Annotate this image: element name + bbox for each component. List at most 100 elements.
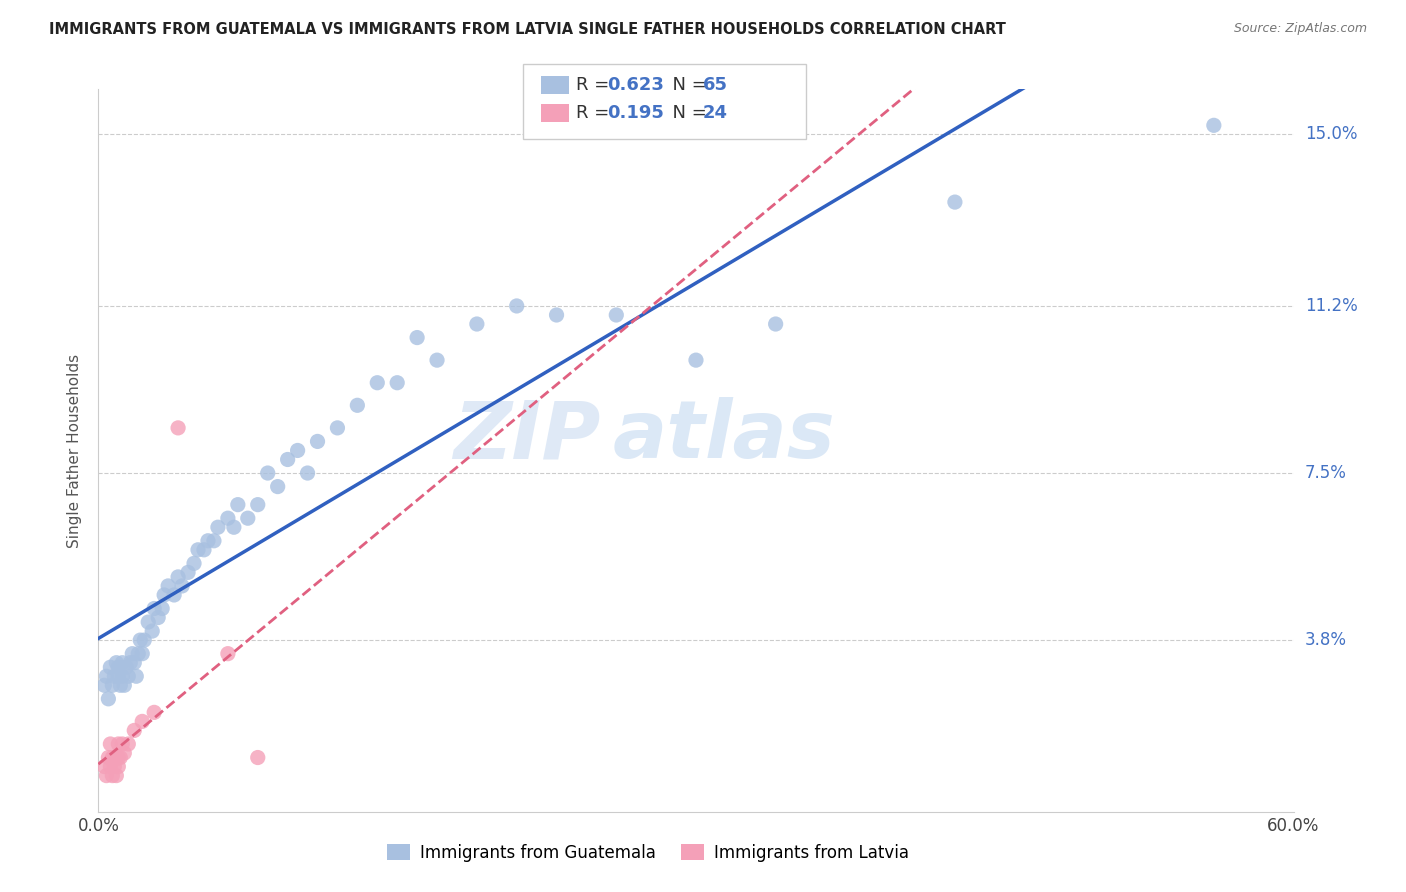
Point: [222, 520, 245, 534]
Point: [943, 195, 966, 210]
Point: [112, 746, 135, 760]
Point: [107, 759, 129, 773]
Point: [685, 353, 707, 368]
Point: [153, 588, 176, 602]
Point: [246, 498, 269, 512]
Text: R =: R =: [576, 76, 616, 94]
Point: [97, 691, 120, 706]
Point: [167, 421, 190, 435]
Point: [98, 660, 122, 674]
Point: [127, 647, 149, 661]
Text: 15.0%: 15.0%: [1305, 126, 1357, 144]
Point: [107, 737, 129, 751]
Point: [111, 737, 134, 751]
Point: [150, 601, 173, 615]
Point: [506, 299, 529, 313]
Point: [107, 660, 129, 674]
Point: [141, 624, 163, 639]
Point: [103, 669, 125, 683]
Text: 7.5%: 7.5%: [1305, 464, 1347, 482]
Point: [136, 615, 159, 629]
Point: [287, 443, 309, 458]
Point: [148, 610, 170, 624]
Point: [97, 750, 120, 764]
Text: 24: 24: [703, 104, 728, 122]
Point: [129, 633, 152, 648]
Point: [202, 533, 225, 548]
Point: [326, 421, 349, 435]
Point: [187, 542, 209, 557]
Text: N =: N =: [661, 76, 713, 94]
Point: [183, 557, 205, 571]
Point: [297, 466, 319, 480]
Point: [366, 376, 388, 390]
Point: [246, 750, 269, 764]
Point: [96, 769, 118, 783]
Point: [143, 706, 166, 720]
Point: [177, 566, 200, 580]
Point: [103, 750, 125, 764]
Text: Source: ZipAtlas.com: Source: ZipAtlas.com: [1233, 22, 1367, 36]
Point: [131, 714, 153, 729]
Point: [197, 533, 219, 548]
Point: [124, 723, 146, 738]
Point: [107, 669, 129, 683]
Text: N =: N =: [661, 104, 713, 122]
Text: 65: 65: [703, 76, 728, 94]
Point: [267, 480, 290, 494]
Point: [112, 678, 135, 692]
Point: [426, 353, 449, 368]
Point: [125, 669, 148, 683]
Text: ZIP: ZIP: [453, 397, 600, 475]
Point: [101, 678, 124, 692]
Point: [167, 570, 190, 584]
Point: [172, 579, 194, 593]
Point: [236, 511, 259, 525]
Point: [105, 750, 128, 764]
Text: atlas: atlas: [613, 397, 835, 475]
Point: [385, 376, 409, 390]
Point: [163, 588, 186, 602]
Point: [256, 466, 278, 480]
Point: [765, 317, 787, 331]
Point: [406, 330, 429, 344]
Text: 0.623: 0.623: [607, 76, 664, 94]
Point: [217, 647, 239, 661]
Point: [110, 678, 132, 692]
Point: [107, 750, 129, 764]
Point: [546, 308, 568, 322]
Point: [157, 579, 180, 593]
Point: [605, 308, 627, 322]
Point: [98, 759, 122, 773]
Point: [101, 769, 124, 783]
Point: [134, 633, 156, 648]
Text: 3.8%: 3.8%: [1305, 632, 1347, 649]
Point: [98, 737, 122, 751]
Point: [93, 759, 115, 773]
Point: [93, 678, 115, 692]
Text: 0.195: 0.195: [607, 104, 664, 122]
Y-axis label: Single Father Households: Single Father Households: [67, 353, 83, 548]
Point: [193, 542, 215, 557]
Point: [111, 669, 134, 683]
Point: [111, 656, 134, 670]
Point: [105, 656, 128, 670]
Point: [217, 511, 239, 525]
Point: [96, 669, 118, 683]
Point: [1202, 118, 1225, 132]
Point: [101, 750, 124, 764]
Point: [226, 498, 249, 512]
Point: [103, 759, 125, 773]
Text: R =: R =: [576, 104, 616, 122]
Point: [110, 750, 132, 764]
Text: 11.2%: 11.2%: [1305, 297, 1357, 315]
Point: [117, 669, 139, 683]
Text: IMMIGRANTS FROM GUATEMALA VS IMMIGRANTS FROM LATVIA SINGLE FATHER HOUSEHOLDS COR: IMMIGRANTS FROM GUATEMALA VS IMMIGRANTS …: [49, 22, 1007, 37]
Point: [465, 317, 488, 331]
Point: [121, 647, 143, 661]
Point: [124, 656, 146, 670]
Point: [143, 601, 166, 615]
Point: [105, 769, 128, 783]
Point: [307, 434, 329, 449]
Point: [131, 647, 153, 661]
